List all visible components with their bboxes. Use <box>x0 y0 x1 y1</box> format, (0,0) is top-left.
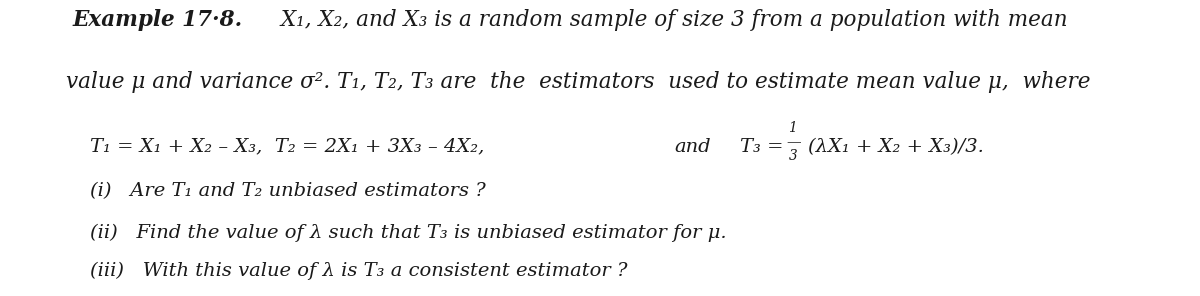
Text: (i)   Are T₁ and T₂ unbiased estimators ?: (i) Are T₁ and T₂ unbiased estimators ? <box>90 182 486 200</box>
Text: value μ and variance σ². T₁, T₂, T₃ are  the  estimators  used to estimate mean : value μ and variance σ². T₁, T₂, T₃ are … <box>66 71 1091 93</box>
Text: (λX₁ + X₂ + X₃)/3.: (λX₁ + X₂ + X₃)/3. <box>808 138 984 156</box>
Text: T₁ = X₁ + X₂ – X₃,  T₂ = 2X₁ + 3X₃ – 4X₂,: T₁ = X₁ + X₂ – X₃, T₂ = 2X₁ + 3X₃ – 4X₂, <box>90 138 485 156</box>
Text: X₁, X₂, and X₃ is a random sample of size 3 from a population with mean: X₁, X₂, and X₃ is a random sample of siz… <box>274 9 1067 31</box>
Text: (ii)   Find the value of λ such that T₃ is unbiased estimator for μ.: (ii) Find the value of λ such that T₃ is… <box>90 223 727 242</box>
Text: 1: 1 <box>788 121 797 135</box>
Text: T₃ =: T₃ = <box>740 138 790 156</box>
Text: Example 17·8.: Example 17·8. <box>72 9 242 31</box>
Text: and: and <box>674 138 712 156</box>
Text: (iii)   With this value of λ is T₃ a consistent estimator ?: (iii) With this value of λ is T₃ a consi… <box>90 262 628 280</box>
Text: —: — <box>786 135 800 149</box>
Text: 3: 3 <box>788 149 797 163</box>
